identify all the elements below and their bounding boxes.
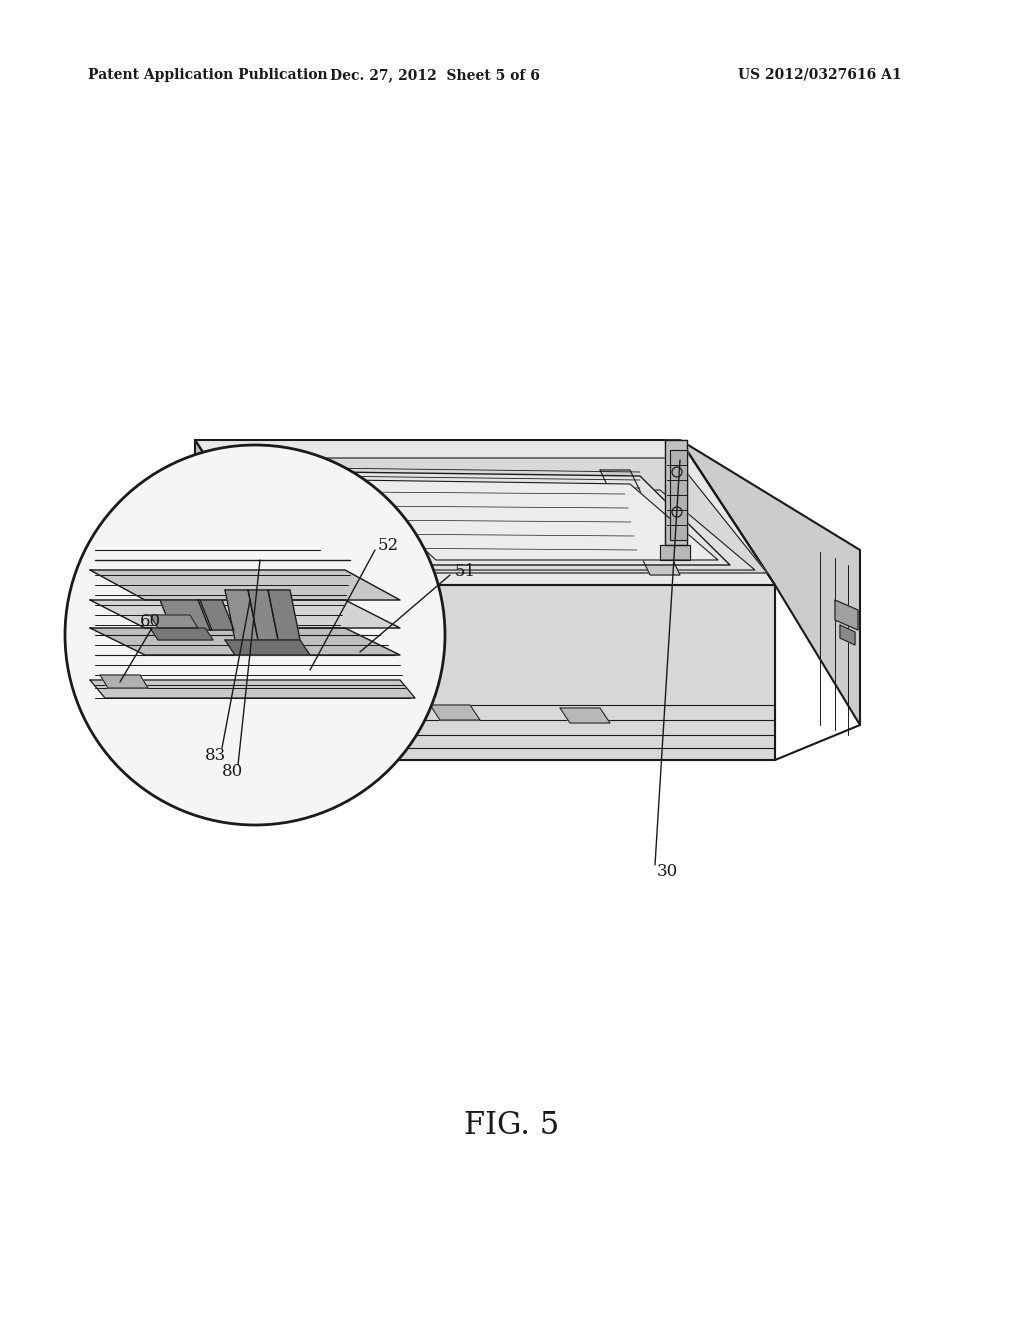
Polygon shape <box>195 440 775 585</box>
Polygon shape <box>430 705 480 719</box>
Polygon shape <box>835 601 858 630</box>
Polygon shape <box>195 440 290 760</box>
Polygon shape <box>600 470 680 576</box>
Polygon shape <box>335 473 730 565</box>
Polygon shape <box>680 440 860 725</box>
Polygon shape <box>100 675 148 688</box>
Circle shape <box>65 445 445 825</box>
Polygon shape <box>200 458 767 573</box>
Polygon shape <box>268 590 300 640</box>
Polygon shape <box>348 480 718 560</box>
Text: Patent Application Publication: Patent Application Publication <box>88 69 328 82</box>
Polygon shape <box>150 628 213 640</box>
Text: 52: 52 <box>378 536 399 553</box>
Polygon shape <box>310 465 390 576</box>
Polygon shape <box>248 590 278 640</box>
Polygon shape <box>840 624 855 645</box>
Polygon shape <box>290 585 775 760</box>
Polygon shape <box>90 680 415 698</box>
Polygon shape <box>225 590 258 640</box>
Text: 51: 51 <box>455 564 476 581</box>
Text: 83: 83 <box>205 747 226 763</box>
Text: FIG. 5: FIG. 5 <box>464 1110 560 1140</box>
Polygon shape <box>150 615 198 628</box>
Polygon shape <box>660 545 690 560</box>
Polygon shape <box>670 450 687 540</box>
Polygon shape <box>90 628 400 655</box>
Polygon shape <box>198 601 234 630</box>
Polygon shape <box>160 601 212 630</box>
Text: 80: 80 <box>222 763 244 780</box>
Text: 30: 30 <box>657 863 678 880</box>
Polygon shape <box>560 708 610 723</box>
Text: Dec. 27, 2012  Sheet 5 of 6: Dec. 27, 2012 Sheet 5 of 6 <box>330 69 540 82</box>
Text: 60: 60 <box>140 614 161 631</box>
Polygon shape <box>90 570 400 601</box>
Text: US 2012/0327616 A1: US 2012/0327616 A1 <box>738 69 902 82</box>
Polygon shape <box>665 440 687 545</box>
Polygon shape <box>90 601 400 628</box>
Polygon shape <box>225 640 310 655</box>
Polygon shape <box>305 490 755 570</box>
